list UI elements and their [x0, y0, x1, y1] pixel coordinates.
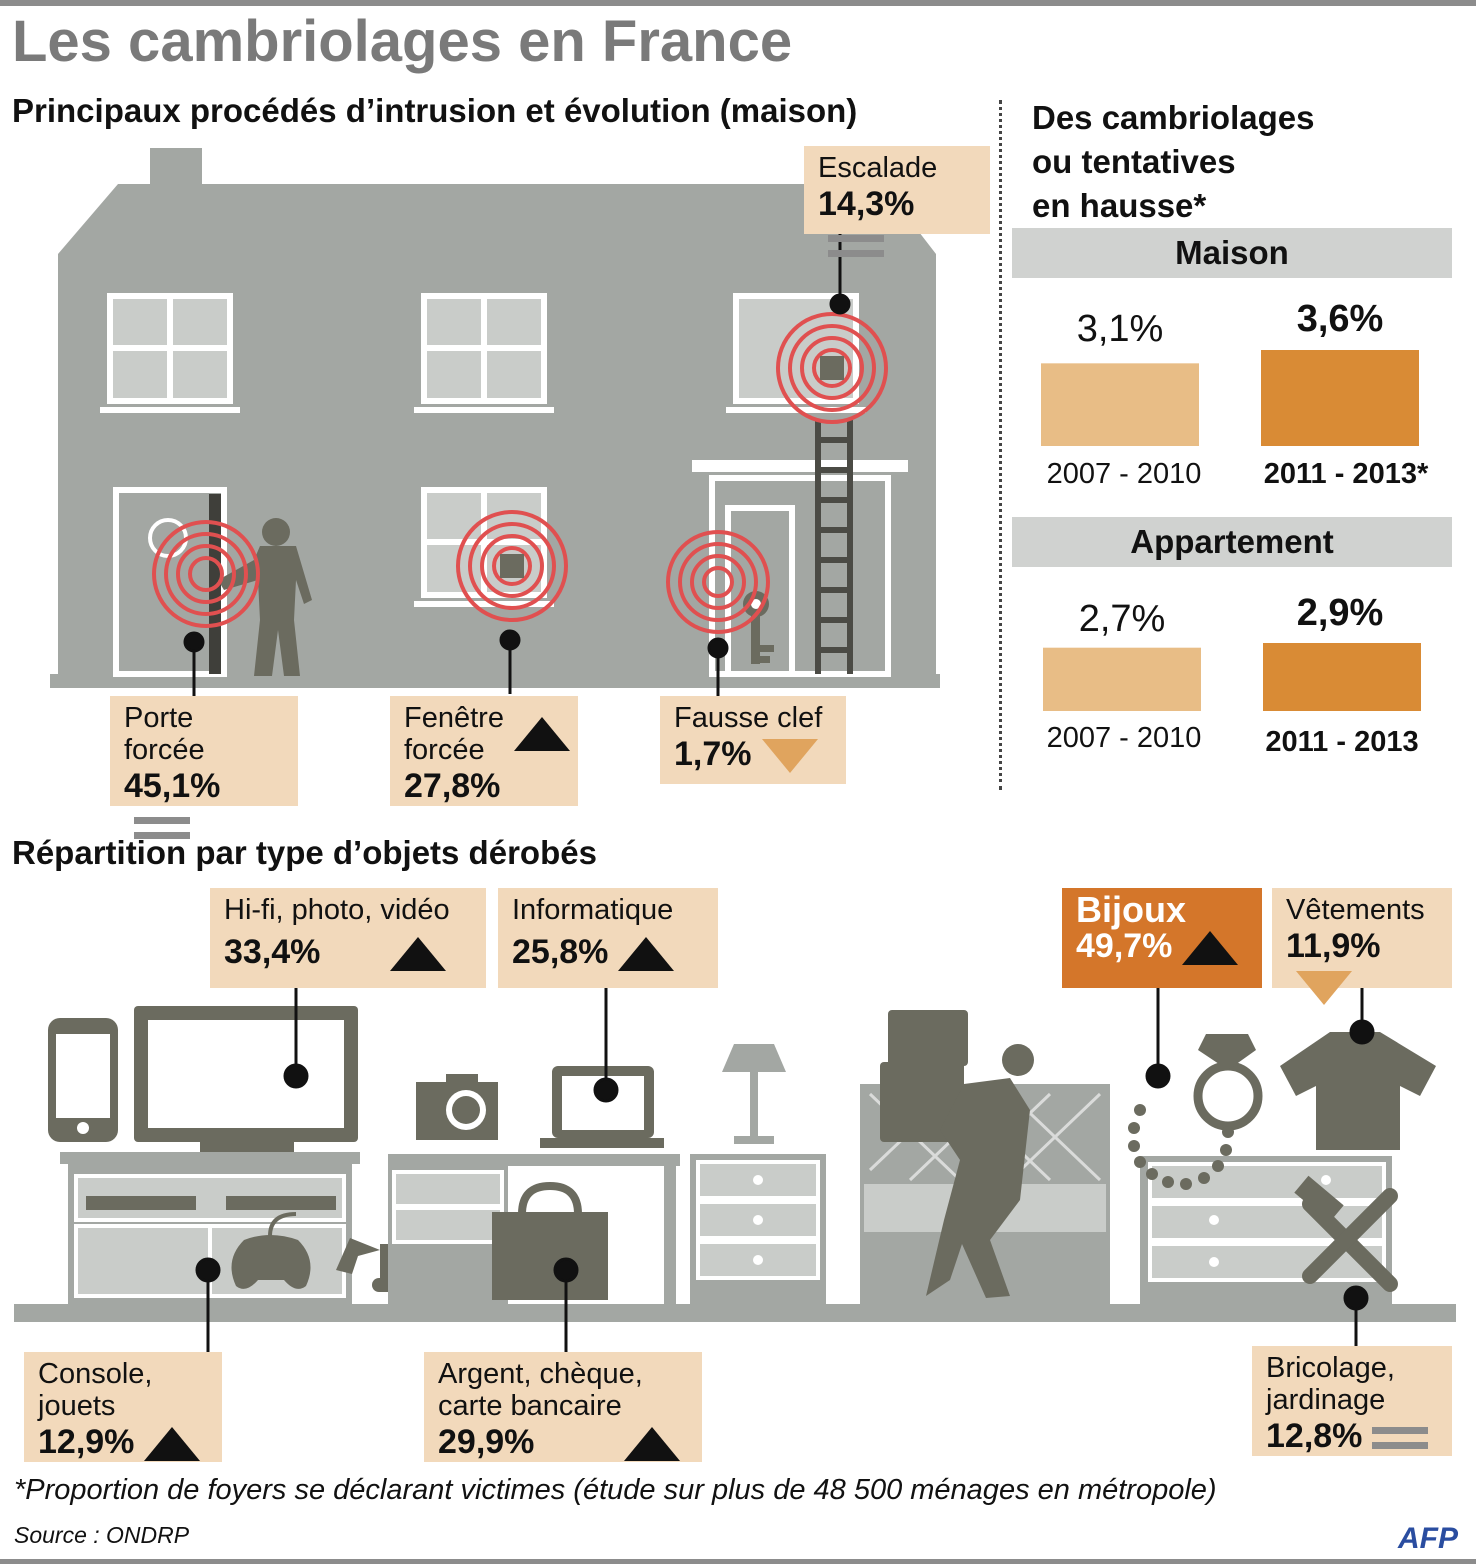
- down-arrow-icon: [761, 739, 818, 774]
- informatique-pct: 25,8%: [512, 933, 609, 971]
- section-objects-title: Répartition par type d’objets dérobés: [12, 834, 597, 871]
- source: Source : ONDRP: [14, 1522, 190, 1548]
- maison-cat-1: 2007 - 2010: [1046, 458, 1202, 490]
- appart-cat-2: 2011 - 2013: [1265, 726, 1419, 758]
- argent-pct: 29,9%: [438, 1423, 535, 1461]
- equal-icon: [828, 235, 884, 258]
- section-intrusion-title: Principaux procédés d’intrusion et évolu…: [12, 92, 858, 129]
- bag-icon: [492, 1212, 608, 1300]
- down-arrow-icon: [1296, 971, 1352, 1006]
- object-leaders: [195, 988, 1375, 1352]
- label-argent: Argent, chèque, carte bancaire 29,9%: [424, 1352, 702, 1462]
- necklace-icon: [1128, 1104, 1234, 1190]
- porte-name: Porte forcée: [124, 702, 205, 766]
- bijoux-pct: 49,7%: [1076, 927, 1173, 965]
- up-arrow-icon: [1182, 931, 1239, 966]
- appart-val-2: 2,9%: [1296, 592, 1384, 634]
- bar-maison-1: [1041, 363, 1199, 446]
- label-fausse-clef: Fausse clef 1,7%: [660, 696, 846, 784]
- vetements-pct: 11,9%: [1286, 927, 1381, 965]
- target-markers: [152, 312, 888, 634]
- lamp-icon: [722, 1044, 786, 1144]
- equal-icon: [134, 817, 190, 840]
- console-name: Console, jouets: [38, 1358, 153, 1422]
- bar-appartement-2: [1263, 643, 1421, 711]
- label-porte-forcee: Porte forcée 45,1%: [110, 696, 298, 840]
- label-console: Console, jouets 12,9%: [24, 1352, 222, 1462]
- bijoux-name: Bijoux: [1076, 889, 1187, 930]
- escalade-name: Escalade: [818, 152, 938, 184]
- bottom-rule: [0, 1559, 1476, 1564]
- gamepad-icon: [231, 1235, 311, 1289]
- burglar-silhouette: [218, 518, 312, 676]
- hifi-pct: 33,4%: [224, 933, 321, 971]
- argent-name: Argent, chèque, carte bancaire: [438, 1358, 643, 1422]
- equal-icon: [1372, 1427, 1429, 1450]
- chart-appartement: [1043, 643, 1421, 711]
- fenetre-pct: 27,8%: [404, 767, 501, 805]
- afp-logo: AFP: [1398, 1522, 1458, 1555]
- up-arrow-icon: [390, 937, 447, 972]
- appart-val-1: 2,7%: [1078, 598, 1166, 640]
- hifi-name: Hi-fi, photo, vidéo: [224, 894, 450, 926]
- maison-cat-2: 2011 - 2013*: [1263, 458, 1429, 490]
- label-fenetre-forcee: Fenêtre forcée 27,8%: [390, 696, 578, 806]
- ring-icon: [1193, 1061, 1263, 1131]
- up-arrow-icon: [618, 937, 675, 972]
- page-title: Les cambriolages en France: [12, 9, 793, 74]
- label-bricolage: Bricolage, jardinage 12,8%: [1252, 1346, 1452, 1456]
- informatique-name: Informatique: [512, 894, 674, 926]
- bricolage-name: Bricolage, jardinage: [1266, 1352, 1395, 1416]
- chart-maison: [1041, 350, 1419, 446]
- appartement-header: Appartement: [1012, 517, 1452, 567]
- tools-icon: [1302, 1188, 1398, 1292]
- escalade-pct: 14,3%: [818, 185, 915, 223]
- fenetre-name: Fenêtre forcée: [404, 702, 504, 766]
- label-hifi: Hi-fi, photo, vidéo 33,4%: [210, 888, 486, 988]
- maison-val-2: 3,6%: [1296, 298, 1384, 340]
- ladder: [815, 420, 853, 674]
- bricolage-pct: 12,8%: [1266, 1417, 1363, 1455]
- porte-pct: 45,1%: [124, 767, 221, 805]
- fausse-clef-pct: 1,7%: [674, 735, 752, 773]
- up-arrow-icon: [624, 1427, 681, 1462]
- floor: [14, 1304, 1456, 1322]
- fausse-clef-name: Fausse clef: [674, 702, 823, 734]
- tshirt-icon: [1280, 1032, 1436, 1150]
- up-arrow-icon: [513, 717, 570, 751]
- maison-val-1: 3,1%: [1076, 308, 1164, 350]
- appart-cat-1: 2007 - 2010: [1046, 722, 1202, 754]
- label-vetements: Vêtements 11,9%: [1272, 888, 1452, 1006]
- label-escalade: Escalade 14,3%: [804, 146, 990, 258]
- top-rule: [0, 0, 1476, 6]
- label-bijoux: Bijoux 49,7%: [1062, 888, 1262, 988]
- console-pct: 12,9%: [38, 1423, 135, 1461]
- divider: [999, 100, 1002, 790]
- thief-carrying-boxes: [880, 1010, 1034, 1298]
- label-informatique: Informatique 25,8%: [498, 888, 718, 988]
- footnote: *Proportion de foyers se déclarant victi…: [14, 1474, 1217, 1506]
- bar-maison-2: [1261, 350, 1419, 446]
- maison-header: Maison: [1012, 228, 1452, 278]
- right-title: Des cambriolages ou tentatives en hausse…: [1032, 99, 1315, 224]
- bar-appartement-1: [1043, 647, 1201, 711]
- vetements-name: Vêtements: [1286, 894, 1425, 926]
- up-arrow-icon: [144, 1427, 201, 1462]
- intrusion-leaders: [183, 232, 851, 698]
